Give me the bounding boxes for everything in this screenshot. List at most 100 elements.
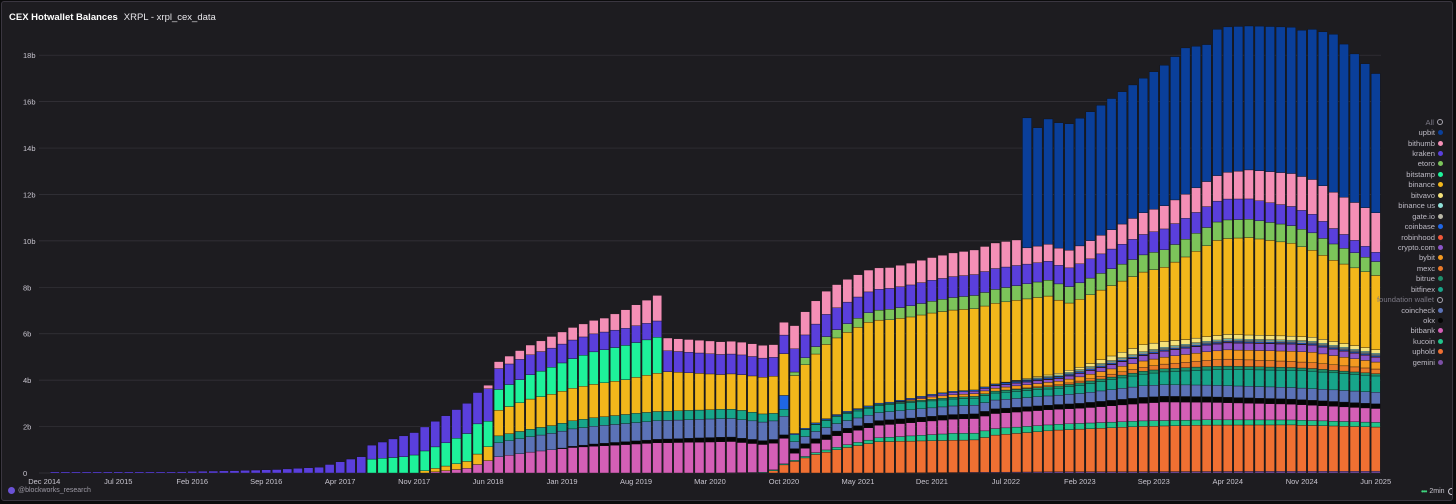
bar-segment-upbit[interactable]: [1328, 34, 1339, 193]
bar-segment-coincheck[interactable]: [821, 427, 831, 436]
bar-segment-coincheck[interactable]: [1254, 386, 1265, 399]
bar-segment-okx[interactable]: [1106, 400, 1117, 406]
bar-stack[interactable]: [134, 471, 145, 474]
bar-segment-bitbank[interactable]: [1138, 403, 1148, 422]
bar-segment-kraken[interactable]: [937, 278, 948, 300]
bar-segment-kucoin[interactable]: [1085, 422, 1096, 429]
bar-segment-coincheck[interactable]: [578, 427, 588, 446]
bar-segment-bybit[interactable]: [1201, 351, 1212, 361]
bar-segment-binance[interactable]: [1001, 301, 1011, 383]
bar-segment-binance[interactable]: [1064, 302, 1074, 371]
bar-segment-binance[interactable]: [684, 372, 694, 411]
bar-segment-okx[interactable]: [1297, 399, 1307, 405]
bar-segment-binance[interactable]: [1191, 251, 1201, 339]
bar-segment-kraken[interactable]: [726, 353, 736, 375]
bar-segment-kraken[interactable]: [272, 469, 282, 474]
legend-item-kraken[interactable]: kraken: [1303, 148, 1443, 158]
legend-item-all[interactable]: All: [1303, 117, 1443, 127]
bar-segment-uphold[interactable]: [948, 440, 958, 473]
bar-segment-kraken[interactable]: [493, 368, 504, 390]
bar-segment-kucoin[interactable]: [948, 433, 958, 441]
bar-segment-bithumb[interactable]: [1201, 181, 1212, 207]
bar-segment-bitbank[interactable]: [1339, 406, 1349, 422]
bar-segment-coincheck[interactable]: [832, 423, 842, 432]
bar-segment-kucoin[interactable]: [1032, 425, 1043, 432]
bar-segment-bitfinex[interactable]: [610, 415, 620, 425]
bar-segment-bitrue[interactable]: [1043, 386, 1053, 390]
bar-segment-bithumb[interactable]: [1043, 244, 1053, 262]
bar-segment-kraken[interactable]: [1159, 228, 1170, 250]
bar-segment-okx[interactable]: [1191, 396, 1201, 403]
bar-segment-bitstamp[interactable]: [493, 389, 504, 411]
bar-stack[interactable]: [821, 290, 831, 474]
bar-stack[interactable]: [1032, 127, 1043, 474]
bar-segment-bitfinex[interactable]: [842, 413, 853, 421]
bar-segment-upbit[interactable]: [1106, 98, 1117, 230]
bar-segment-kraken[interactable]: [736, 354, 747, 375]
bar-segment-kraken[interactable]: [1096, 253, 1106, 274]
bar-segment-bithumb[interactable]: [641, 299, 652, 324]
bar-segment-coincheck[interactable]: [620, 423, 631, 442]
bar-segment-bitbank[interactable]: [462, 468, 472, 474]
bar-segment-okx[interactable]: [1360, 403, 1370, 409]
bar-segment-gemini[interactable]: [1360, 470, 1370, 474]
bar-segment-bitfinex[interactable]: [599, 416, 610, 426]
bar-segment-bitbank[interactable]: [1201, 402, 1212, 420]
bar-segment-coincheck[interactable]: [1159, 384, 1170, 397]
bar-segment-upbit[interactable]: [1043, 118, 1053, 245]
bar-segment-gemini[interactable]: [1233, 471, 1244, 474]
bar-segment-binance[interactable]: [1212, 240, 1222, 336]
bar-segment-bitrue[interactable]: [1106, 376, 1117, 380]
bar-segment-bybit[interactable]: [1233, 349, 1244, 360]
bar-segment-bitbank[interactable]: [557, 448, 567, 474]
bar-segment-bitstamp[interactable]: [599, 349, 610, 383]
bar-segment-kraken[interactable]: [546, 347, 557, 368]
bar-segment-okx[interactable]: [990, 408, 1001, 414]
bar-segment-uphold[interactable]: [1127, 426, 1138, 472]
bar-segment-bitfinex[interactable]: [1085, 383, 1096, 393]
bar-segment-bitrue[interactable]: [1318, 369, 1328, 373]
bar-segment-kucoin[interactable]: [1275, 419, 1286, 426]
bar-segment-bitfinex[interactable]: [1307, 371, 1318, 389]
bar-segment-kucoin[interactable]: [1370, 422, 1381, 428]
bar-segment-upbit[interactable]: [1223, 26, 1233, 173]
bar-stack[interactable]: [155, 471, 166, 474]
legend-item-coinbase[interactable]: coinbase: [1303, 221, 1443, 231]
bar-segment-mexc[interactable]: [1254, 360, 1265, 367]
bar-segment-kucoin[interactable]: [1180, 419, 1191, 426]
bar-segment-okx[interactable]: [1149, 396, 1159, 403]
bar-segment-mexc[interactable]: [1117, 371, 1127, 376]
bar-stack[interactable]: [124, 471, 134, 474]
bar-segment-bitrue[interactable]: [1275, 367, 1286, 371]
bar-segment-bitfinex[interactable]: [1138, 373, 1148, 386]
bar-segment-bitfinex[interactable]: [789, 434, 800, 442]
bar-segment-bitvavo[interactable]: [1117, 352, 1127, 358]
bar-segment-bithumb[interactable]: [927, 257, 937, 281]
bar-stack[interactable]: [60, 471, 71, 474]
bar-stack[interactable]: [356, 456, 367, 474]
bar-segment-bitstamp[interactable]: [515, 379, 525, 403]
bar-segment-binance[interactable]: [472, 453, 483, 465]
bar-segment-bitfinex[interactable]: [1223, 369, 1233, 386]
bar-segment-okx[interactable]: [1370, 403, 1381, 409]
bar-segment-bitbank[interactable]: [958, 418, 969, 434]
bar-segment-uphold[interactable]: [884, 441, 895, 474]
bar-segment-bithumb[interactable]: [863, 269, 874, 293]
bar-segment-binance[interactable]: [578, 386, 588, 420]
bar-segment-bithumb[interactable]: [504, 355, 514, 365]
bar-segment-kraken[interactable]: [419, 426, 430, 452]
bar-segment-uphold[interactable]: [1360, 426, 1370, 472]
bar-segment-bitstamp[interactable]: [620, 345, 631, 380]
bar-segment-bithumb[interactable]: [1233, 170, 1244, 200]
bar-segment-kraken[interactable]: [652, 320, 662, 338]
bar-segment-bitstamp[interactable]: [419, 450, 430, 471]
bar-segment-mexc[interactable]: [1180, 362, 1191, 368]
bar-segment-coincheck[interactable]: [1275, 387, 1286, 399]
bar-stack[interactable]: [842, 279, 853, 474]
bar-segment-coinbase[interactable]: [779, 395, 789, 410]
bar-segment-etoro[interactable]: [1201, 227, 1212, 246]
bar-segment-bitfinex[interactable]: [1339, 373, 1349, 391]
bar-segment-uphold[interactable]: [980, 437, 990, 473]
bar-segment-crypto-com[interactable]: [1149, 353, 1159, 360]
bar-segment-kraken[interactable]: [800, 334, 810, 358]
